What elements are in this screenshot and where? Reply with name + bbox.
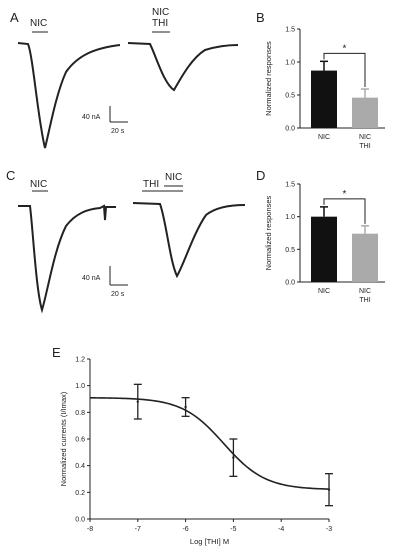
panel-e-y-tick-label: 0.4 bbox=[75, 463, 85, 470]
svg-text:D: D bbox=[256, 168, 265, 183]
panel-e-data-point bbox=[136, 400, 139, 403]
panel-d-significance-bracket bbox=[323, 198, 366, 224]
panel-e-x-tick-label: -6 bbox=[182, 526, 188, 533]
panel-c-trace1-label: NIC bbox=[30, 179, 47, 190]
panel-e-y-tick-label: 0.6 bbox=[75, 437, 85, 444]
panel-e-x-tick-label: -7 bbox=[135, 526, 141, 533]
panel-c-trace2-label-thi: THI bbox=[143, 179, 159, 190]
panel-b-category-label: THI bbox=[359, 143, 370, 150]
panel-e-x-tick-label: -5 bbox=[230, 526, 236, 533]
panel-c-scale-time-label: 20 s bbox=[111, 291, 125, 298]
panel-a-trace2 bbox=[127, 42, 239, 92]
panel-e-y-tick-label: 0.8 bbox=[75, 410, 85, 417]
panel-d-chart: 0.0 0.5 1.0 1.5 Normalized responses NIC NIC TH… bbox=[264, 182, 385, 304]
panel-b-y-tick-label: 0.0 bbox=[285, 126, 295, 133]
panel-b-significance-bracket bbox=[323, 52, 366, 88]
panel-d-y-tick-label: 1.0 bbox=[285, 214, 295, 221]
panel-e: E 0.0 0.2 0.4 0.6 0.8 1.0 1.2 -8 -7 -6 -5 -4 -3 Log [… bbox=[52, 345, 333, 546]
panel-b-y-tick-label: 0.5 bbox=[285, 93, 295, 100]
panel-c-letter: C bbox=[6, 168, 15, 183]
panel-a-trace1-label: NIC bbox=[30, 18, 47, 29]
panel-b-bar-1 bbox=[311, 70, 337, 128]
panel-d-category-label: NIC bbox=[318, 288, 330, 295]
svg-text:E: E bbox=[52, 345, 61, 360]
panel-b-significance-star: * bbox=[343, 43, 347, 54]
svg-text:B: B bbox=[256, 10, 265, 25]
panel-c: C NIC THI NIC 40 nA 20 s bbox=[6, 168, 246, 314]
panel-d-y-tick-label: 0.0 bbox=[285, 280, 295, 287]
panel-a-scale-time-label: 20 s bbox=[111, 128, 125, 135]
panel-d-y-tick-label: 1.5 bbox=[285, 182, 295, 189]
panel-a-scale-current-label: 40 nA bbox=[82, 114, 101, 121]
panel-a-trace2-label-top: NIC bbox=[152, 7, 169, 18]
panel-e-y-axis-label: Normalized currents (I/Imax) bbox=[59, 391, 68, 486]
panel-e-fit-curve bbox=[89, 397, 330, 490]
panel-b-category-label: NIC bbox=[318, 134, 330, 141]
panel-e-x-tick-label: -4 bbox=[278, 526, 284, 533]
panel-e-x-tick-label: -3 bbox=[326, 526, 332, 533]
panel-d-category-label: THI bbox=[359, 297, 370, 304]
panel-e-chart: 0.0 0.2 0.4 0.6 0.8 1.0 1.2 -8 -7 -6 -5 -4 -3 Log [TH… bbox=[59, 357, 333, 546]
panel-b-chart: 0.0 0.5 1.0 1.5 Normalized responses NIC NIC TH… bbox=[264, 27, 385, 150]
panel-e-y-tick-label: 0.0 bbox=[75, 517, 85, 524]
panel-e-y-tick-label: 0.2 bbox=[75, 490, 85, 497]
panel-c-scale-current-label: 40 nA bbox=[82, 275, 101, 282]
panel-e-y-tick-label: 1.2 bbox=[75, 357, 85, 364]
panel-b-bar-2 bbox=[352, 97, 378, 128]
panel-d-category-label: NIC bbox=[359, 288, 371, 295]
panel-d-bar-1 bbox=[311, 216, 337, 282]
panel-b-y-tick-label: 1.5 bbox=[285, 27, 295, 34]
panel-e-data-point bbox=[184, 405, 187, 409]
panel-d: D 0.0 0.5 1.0 1.5 Normalized responses NIC NIC… bbox=[256, 168, 385, 304]
panel-d-y-axis-label: Normalized responses bbox=[264, 195, 273, 270]
panel-b-category-label: NIC bbox=[359, 134, 371, 141]
panel-a: A NIC NIC THI 40 nA 20 s bbox=[10, 7, 239, 149]
panel-a-trace1 bbox=[17, 42, 121, 149]
panel-d-bar-2 bbox=[352, 233, 378, 282]
panel-e-y-tick-label: 1.0 bbox=[75, 383, 85, 390]
panel-d-y-tick-label: 0.5 bbox=[285, 247, 295, 254]
panel-b-y-axis-label: Normalized responses bbox=[264, 41, 273, 116]
panel-b: B 0.0 0.5 1.0 1.5 Normalized responses NIC NIC… bbox=[256, 10, 385, 150]
panel-b-y-tick-label: 1.0 bbox=[285, 60, 295, 67]
panel-c-trace2 bbox=[132, 202, 246, 279]
panel-e-x-axis-label: Log [THI] M bbox=[190, 537, 229, 546]
panel-c-trace2-label-nic: NIC bbox=[165, 172, 182, 183]
panel-d-significance-star: * bbox=[343, 189, 347, 200]
panel-a-letter: A bbox=[10, 10, 19, 25]
panel-e-x-tick-label: -8 bbox=[87, 526, 93, 533]
panel-c-trace1 bbox=[18, 204, 116, 314]
panel-a-trace2-label-bottom: THI bbox=[152, 18, 168, 29]
panel-e-data-point bbox=[327, 488, 331, 491]
panel-e-data-point bbox=[232, 456, 235, 459]
